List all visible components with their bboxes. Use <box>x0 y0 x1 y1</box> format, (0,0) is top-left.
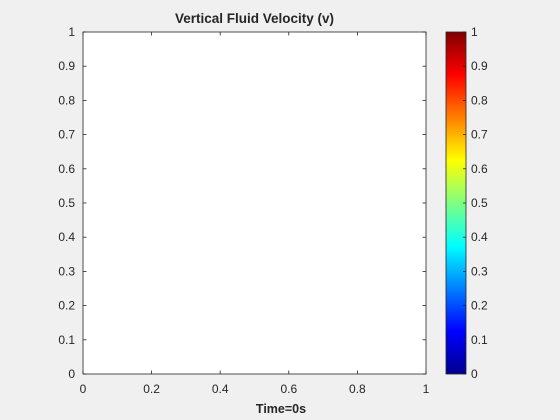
x-tick-label: 0.2 <box>143 382 160 396</box>
colorbar-tick-label: 0.9 <box>471 59 488 73</box>
colorbar-tick-label: 0.3 <box>471 264 488 278</box>
x-tick-label: 1 <box>423 382 430 396</box>
y-tick-label: 1 <box>68 25 75 39</box>
y-tick-label: 0.9 <box>58 59 75 73</box>
x-axis-label: Time=0s <box>256 402 306 416</box>
y-tick-label: 0.2 <box>58 299 75 313</box>
y-tick-label: 0.4 <box>58 230 75 244</box>
y-tick-label: 0.5 <box>58 196 75 210</box>
colorbar-tick-label: 0.4 <box>471 230 488 244</box>
y-tick-label: 0.7 <box>58 128 75 142</box>
colorbar-tick-label: 0.8 <box>471 93 488 107</box>
x-tick-label: 0.4 <box>212 382 229 396</box>
colorbar-ticks: 0 0.1 0.2 0.3 0.4 0.5 0.6 0.7 0.8 0.9 1 <box>463 25 488 381</box>
colorbar-tick-label: 0.5 <box>471 196 488 210</box>
y-tick-label: 0.3 <box>58 264 75 278</box>
y-tick-label: 0.6 <box>58 162 75 176</box>
x-tick-label: 0.8 <box>349 382 366 396</box>
y-tick-label: 0.1 <box>58 333 75 347</box>
colorbar-tick-label: 0 <box>471 367 478 381</box>
y-tick-label: 0 <box>68 367 75 381</box>
x-tick-label: 0 <box>80 382 87 396</box>
colorbar-tick-label: 0.6 <box>471 162 488 176</box>
x-axis-ticks: 0 0.2 0.4 0.6 0.8 1 <box>80 32 430 396</box>
colorbar-tick-label: 0.2 <box>471 299 488 313</box>
chart-title: Vertical Fluid Velocity (v) <box>175 11 334 26</box>
y-axis-ticks: 0 0.1 0.2 0.3 0.4 0.5 0.6 0.7 0.8 0.9 1 <box>58 25 426 381</box>
y-tick-label: 0.8 <box>58 93 75 107</box>
colorbar-tick-label: 0.1 <box>471 333 488 347</box>
colorbar-tick-label: 0.7 <box>471 128 488 142</box>
plot-area <box>82 31 427 375</box>
x-tick-label: 0.6 <box>280 382 297 396</box>
colorbar-tick-label: 1 <box>471 25 478 39</box>
